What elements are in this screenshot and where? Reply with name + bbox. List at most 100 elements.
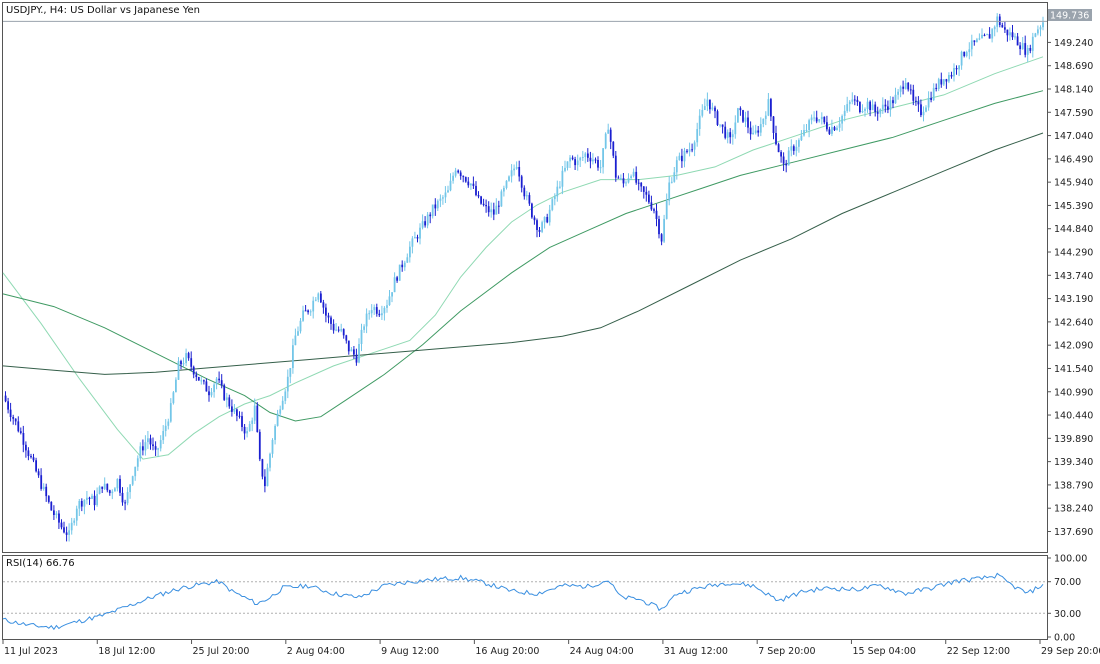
candle-body xyxy=(190,358,193,367)
candle-body xyxy=(464,177,467,182)
candle-body xyxy=(508,176,510,181)
candle-body xyxy=(594,159,597,161)
candle-body xyxy=(866,101,869,109)
candle-body xyxy=(213,384,215,393)
current-price-value: 149.736 xyxy=(1050,11,1089,22)
candle-body xyxy=(164,425,167,431)
candle-body xyxy=(592,159,594,162)
candle-body xyxy=(533,217,536,221)
candle-body xyxy=(370,310,373,314)
candle-body xyxy=(670,181,673,183)
candle-body xyxy=(233,409,236,412)
candle-body xyxy=(289,368,292,377)
candle-body xyxy=(902,86,905,89)
ma-slow-line xyxy=(2,132,1044,375)
candle-body xyxy=(803,130,805,136)
candle-body xyxy=(60,522,63,528)
candle-body xyxy=(965,52,968,56)
price-tick-label: 139.890 xyxy=(1054,434,1093,445)
candle-body xyxy=(714,107,716,112)
candle-body xyxy=(35,460,37,472)
candle-body xyxy=(37,471,40,476)
time-axis: 11 Jul 2023 18 Jul 12:00 25 Jul 20:00 2 Aug… xyxy=(2,640,1100,657)
price-tick-label: 144.840 xyxy=(1054,224,1093,235)
candle-body xyxy=(342,329,345,336)
candle-body xyxy=(162,431,165,441)
candle-body xyxy=(739,108,742,111)
candle-body xyxy=(513,168,515,171)
candle-body xyxy=(27,450,30,456)
candle-body xyxy=(411,238,414,247)
candle-body xyxy=(53,510,55,515)
candle-body xyxy=(777,144,780,153)
candle-body xyxy=(609,129,612,142)
candle-body xyxy=(58,513,60,523)
candle-body xyxy=(528,195,531,204)
candle-body xyxy=(462,176,465,178)
candle-body xyxy=(393,277,396,293)
candle-body xyxy=(818,119,821,122)
candle-body xyxy=(470,183,472,186)
candle-body xyxy=(251,420,254,424)
candle-body xyxy=(350,349,353,352)
candle-body xyxy=(197,377,200,381)
candle-body xyxy=(40,475,43,489)
candle-body xyxy=(767,99,770,116)
rsi-plot xyxy=(2,572,1047,631)
candle-body xyxy=(942,79,945,85)
candle-body xyxy=(660,234,663,242)
candle-body xyxy=(561,170,564,187)
candle-body xyxy=(665,200,668,219)
candle-body xyxy=(978,38,981,40)
price-tick-label: 142.090 xyxy=(1054,341,1093,352)
candle-body xyxy=(1039,27,1042,30)
candle-body xyxy=(17,421,20,432)
candle-body xyxy=(693,142,696,150)
candle-body xyxy=(668,182,671,201)
candle-body xyxy=(98,486,101,494)
price-tick-label: 149.240 xyxy=(1054,38,1093,49)
candle-body xyxy=(309,311,312,313)
candle-body xyxy=(1026,48,1029,55)
price-tick-label: 140.440 xyxy=(1054,411,1093,422)
candle-body xyxy=(1021,43,1024,50)
candle-body xyxy=(157,448,159,450)
candle-body xyxy=(691,149,693,151)
candle-body xyxy=(904,82,907,89)
candle-body xyxy=(581,157,584,158)
candle-body xyxy=(510,170,513,177)
candle-body xyxy=(426,214,429,226)
candle-body xyxy=(187,353,190,359)
candle-body xyxy=(940,79,943,85)
candle-body xyxy=(335,329,337,331)
candle-body xyxy=(640,182,643,187)
candle-body xyxy=(759,124,762,133)
candle-body xyxy=(925,107,927,112)
candle-body xyxy=(632,171,635,177)
candle-body xyxy=(686,150,688,152)
candle-body xyxy=(304,310,307,312)
candle-body xyxy=(813,117,816,119)
candle-body xyxy=(932,87,935,100)
candle-body xyxy=(152,444,154,447)
candle-body xyxy=(307,310,309,313)
candle-body xyxy=(772,116,775,133)
candle-body xyxy=(981,34,983,39)
candle-body xyxy=(223,385,226,400)
candle-body xyxy=(454,170,457,176)
candle-body xyxy=(30,456,32,458)
candle-body xyxy=(358,344,360,363)
time-tick-label: 22 Sep 12:00 xyxy=(947,646,1010,657)
candle-body xyxy=(808,120,810,130)
candle-body xyxy=(281,400,284,410)
candle-body xyxy=(747,117,749,128)
candle-body xyxy=(345,335,348,341)
candle-body xyxy=(859,102,861,113)
candle-body xyxy=(731,134,734,138)
candle-body xyxy=(823,116,826,123)
candle-body xyxy=(134,466,137,477)
candle-body xyxy=(970,40,973,50)
candle-body xyxy=(950,75,953,77)
candle-body xyxy=(142,446,144,451)
candle-body xyxy=(703,106,706,110)
